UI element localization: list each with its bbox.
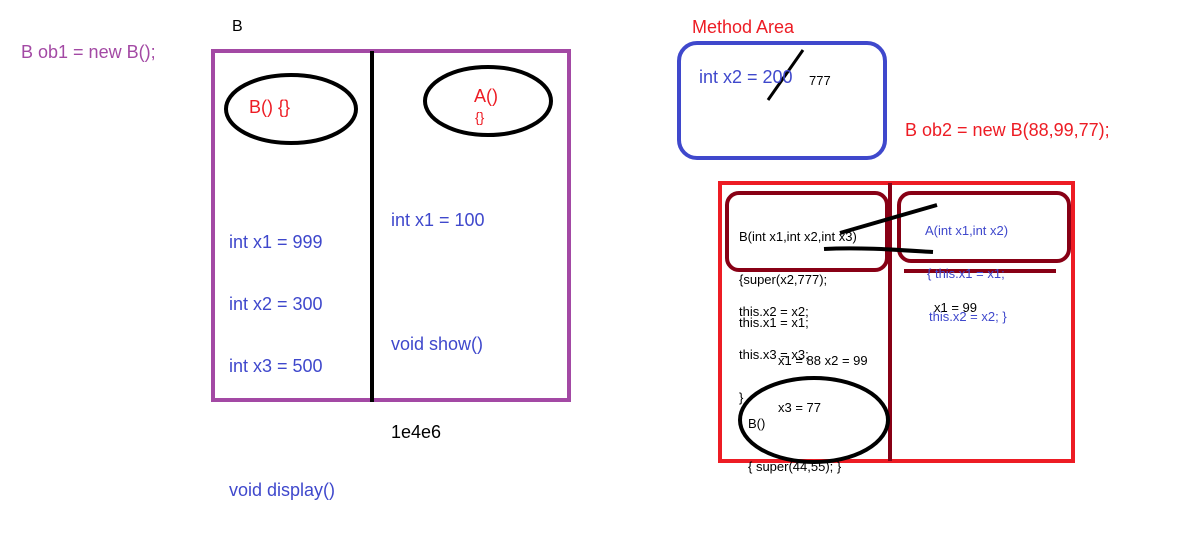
b-members-list: int x1 = 999 int x2 = 300 int x3 = 500 v… <box>229 197 335 525</box>
class-b-label: B <box>232 18 243 35</box>
code-line: this.x2 = x2; } <box>929 309 1007 324</box>
method-area-box <box>677 41 887 160</box>
ob2-object-box <box>718 181 1075 463</box>
code-line: this.x3 = x3; <box>739 347 809 362</box>
b-default-constructor-ellipse <box>738 376 890 464</box>
this-assign-connector <box>823 246 934 254</box>
b-member: void display() <box>229 480 336 500</box>
a-member <box>391 273 485 299</box>
a-values-text: x1 = 99 <box>934 300 978 315</box>
b-default-constructor-text: B() { super(44,55); } <box>748 391 841 490</box>
code-line: { super(44,55); } <box>748 459 842 474</box>
super-call-connector <box>839 203 938 235</box>
b-body-rest-text: this.x2 = x2; this.x3 = x3; } <box>739 279 809 421</box>
a-constructor-ellipse <box>423 65 553 137</box>
a-constructor-body: {} <box>475 109 485 125</box>
value-line: x3 = 77 <box>778 400 822 415</box>
a-member: int x1 = 100 <box>391 210 485 230</box>
a-param-constructor-box <box>897 191 1071 263</box>
code-line: { this.x1 = x1; <box>927 266 1005 281</box>
code-line: B() <box>748 416 766 431</box>
value-line: x1 = 88 x2 = 99 <box>778 353 868 368</box>
code-line: this.x2 = x2; <box>739 304 809 319</box>
static-var-new-value: 777 <box>809 73 831 88</box>
b-constructor-text: B() {} <box>249 97 291 117</box>
b-constructor-ellipse <box>224 73 358 145</box>
b-member: int x2 = 300 <box>229 294 323 314</box>
code-line: this.x1 = x1; <box>739 315 809 330</box>
ob1-statement: B ob1 = new B(); <box>21 42 156 62</box>
strike-through-mark <box>766 49 805 101</box>
a-constructor-text: A() <box>474 86 498 106</box>
ob2-statement: B ob2 = new B(88,99,77); <box>905 120 1110 140</box>
static-var-text: int x2 = 200 <box>699 67 793 87</box>
a-member: void show() <box>391 334 484 354</box>
method-area-title: Method Area <box>692 17 795 37</box>
ob1-address: 1e4e6 <box>391 422 442 442</box>
b-member: int x1 = 999 <box>229 232 323 252</box>
b-member <box>229 419 335 445</box>
code-line: {super(x2,777); <box>739 272 828 287</box>
a-param-constructor-text: A(int x1,int x2) { this.x1 = x1; this.x2… <box>925 198 1008 340</box>
a-members-list: int x1 = 100 void show() <box>391 175 485 379</box>
b-param-constructor-text: B(int x1,int x2,int x3) {super(x2,777); … <box>739 204 857 346</box>
code-line: A(int x1,int x2) <box>925 223 1009 238</box>
b-member: int x3 = 500 <box>229 356 323 376</box>
ob1-object-box <box>211 49 571 402</box>
b-values-text: x1 = 88 x2 = 99 x3 = 77 <box>778 328 868 435</box>
code-line: B(int x1,int x2,int x3) <box>739 229 857 244</box>
code-line: } <box>739 390 744 405</box>
b-param-constructor-box <box>725 191 889 272</box>
